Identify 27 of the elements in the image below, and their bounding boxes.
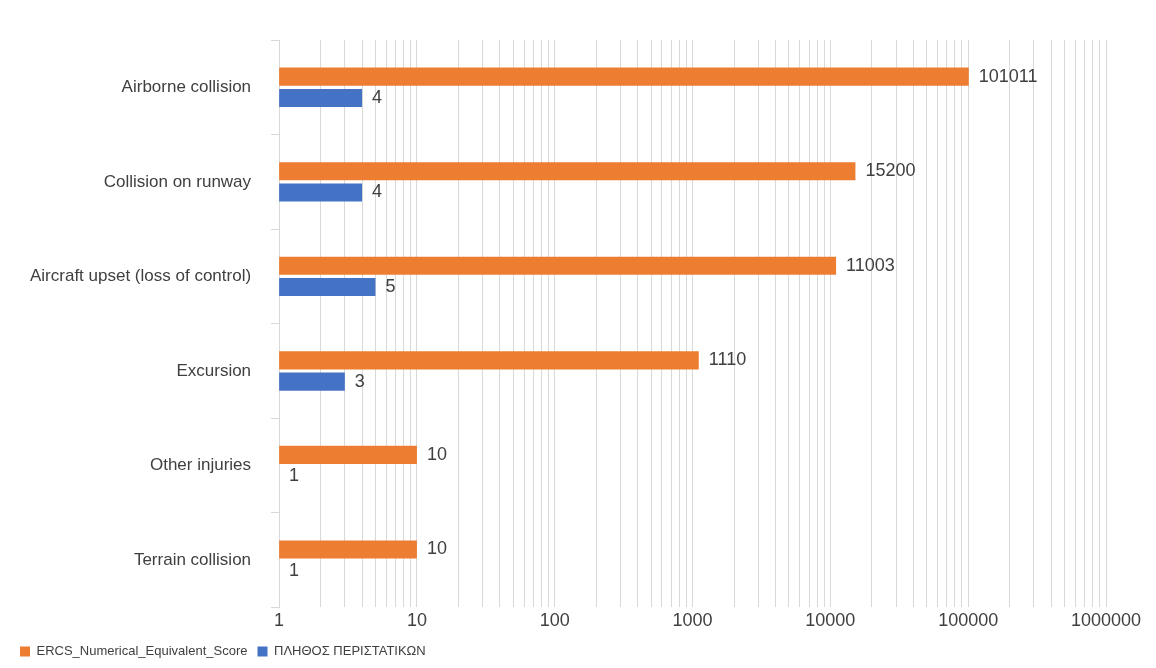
y-tick-label: Collision on runway	[103, 171, 252, 191]
data-label: 1	[289, 465, 300, 486]
legend-label: ΠΛΗΘΟΣ ΠΕΡΙΣΤΑΤΙΚΩΝ	[273, 643, 426, 659]
y-tick-label: Terrain collision	[133, 549, 252, 569]
data-label: 15200	[865, 160, 916, 181]
data-label: 4	[372, 181, 383, 202]
x-tick-label: 100	[539, 610, 570, 631]
data-label: 1	[289, 559, 300, 580]
data-label: 11003	[846, 254, 895, 275]
y-tick-label: Aircraft upset (loss of control)	[30, 266, 252, 286]
y-tick-label: Other injuries	[149, 455, 252, 475]
legend-label: ERCS_Numerical_Equivalent_Score	[36, 643, 248, 659]
x-tick-label: 100000	[938, 610, 999, 631]
data-label: 5	[385, 276, 396, 297]
x-tick-label: 10	[406, 610, 427, 631]
y-tick-label: Airborne collision	[121, 76, 252, 96]
data-label: 10	[426, 538, 447, 559]
data-label: 10	[426, 443, 447, 464]
x-tick-label: 1	[274, 610, 285, 631]
x-tick-label: 1000	[672, 610, 713, 631]
data-label: 1110	[708, 349, 747, 370]
y-tick-label: Excursion	[176, 360, 252, 380]
data-label: 3	[354, 370, 365, 391]
x-tick-label: 10000	[805, 610, 856, 631]
x-tick-label: 1000000	[1070, 610, 1142, 631]
data-label: 101011	[978, 65, 1038, 86]
data-label: 4	[372, 86, 383, 107]
